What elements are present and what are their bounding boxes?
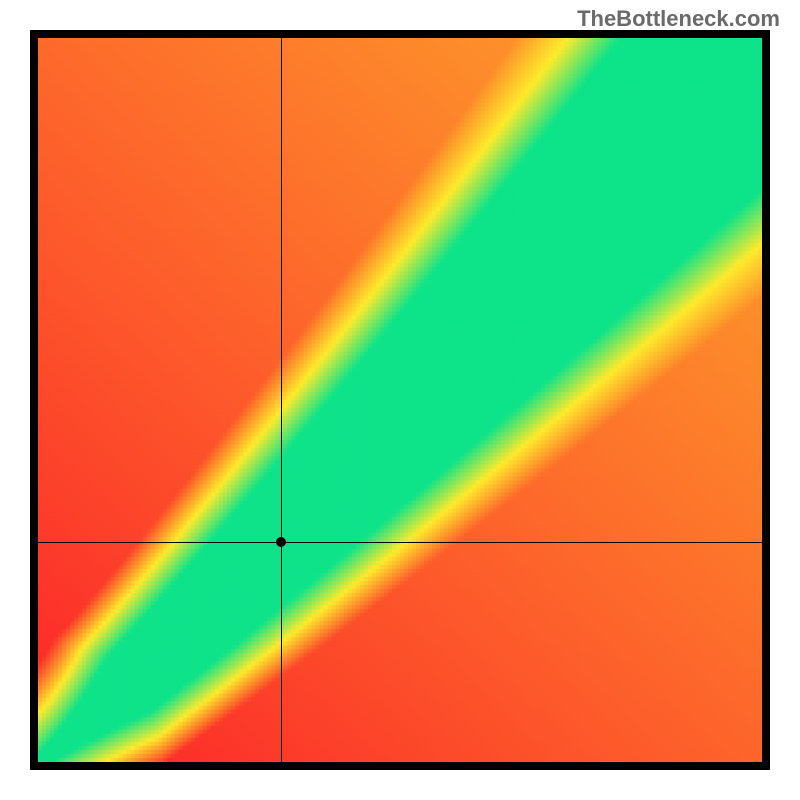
crosshair-horizontal — [38, 542, 762, 543]
data-point-marker — [276, 537, 286, 547]
chart-frame — [30, 30, 770, 770]
heatmap-plot — [38, 38, 762, 762]
heatmap-canvas — [38, 38, 762, 762]
crosshair-vertical — [281, 38, 282, 762]
watermark-text: TheBottleneck.com — [577, 6, 780, 32]
